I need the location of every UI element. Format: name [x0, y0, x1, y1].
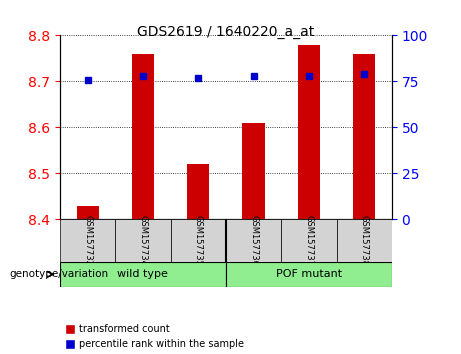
Bar	[353, 54, 375, 219]
Bar	[298, 45, 320, 219]
FancyBboxPatch shape	[281, 219, 337, 262]
Bar	[77, 206, 99, 219]
Text: GSM157738: GSM157738	[360, 215, 369, 266]
Bar	[187, 164, 209, 219]
Bar	[132, 54, 154, 219]
Text: GSM157735: GSM157735	[194, 215, 203, 266]
FancyBboxPatch shape	[226, 262, 392, 287]
Legend: transformed count, percentile rank within the sample: transformed count, percentile rank withi…	[65, 324, 244, 349]
Text: genotype/variation: genotype/variation	[9, 269, 108, 279]
FancyBboxPatch shape	[60, 262, 226, 287]
FancyBboxPatch shape	[337, 219, 392, 262]
FancyBboxPatch shape	[115, 219, 171, 262]
Text: GDS2619 / 1640220_a_at: GDS2619 / 1640220_a_at	[137, 25, 314, 39]
Text: POF mutant: POF mutant	[276, 269, 342, 279]
Bar	[242, 123, 265, 219]
Text: GSM157732: GSM157732	[83, 215, 92, 266]
FancyBboxPatch shape	[226, 219, 281, 262]
FancyBboxPatch shape	[60, 219, 115, 262]
Text: GSM157736: GSM157736	[249, 215, 258, 266]
Text: GSM157737: GSM157737	[304, 215, 313, 266]
Text: GSM157734: GSM157734	[138, 215, 148, 266]
FancyBboxPatch shape	[171, 219, 226, 262]
Text: wild type: wild type	[118, 269, 168, 279]
